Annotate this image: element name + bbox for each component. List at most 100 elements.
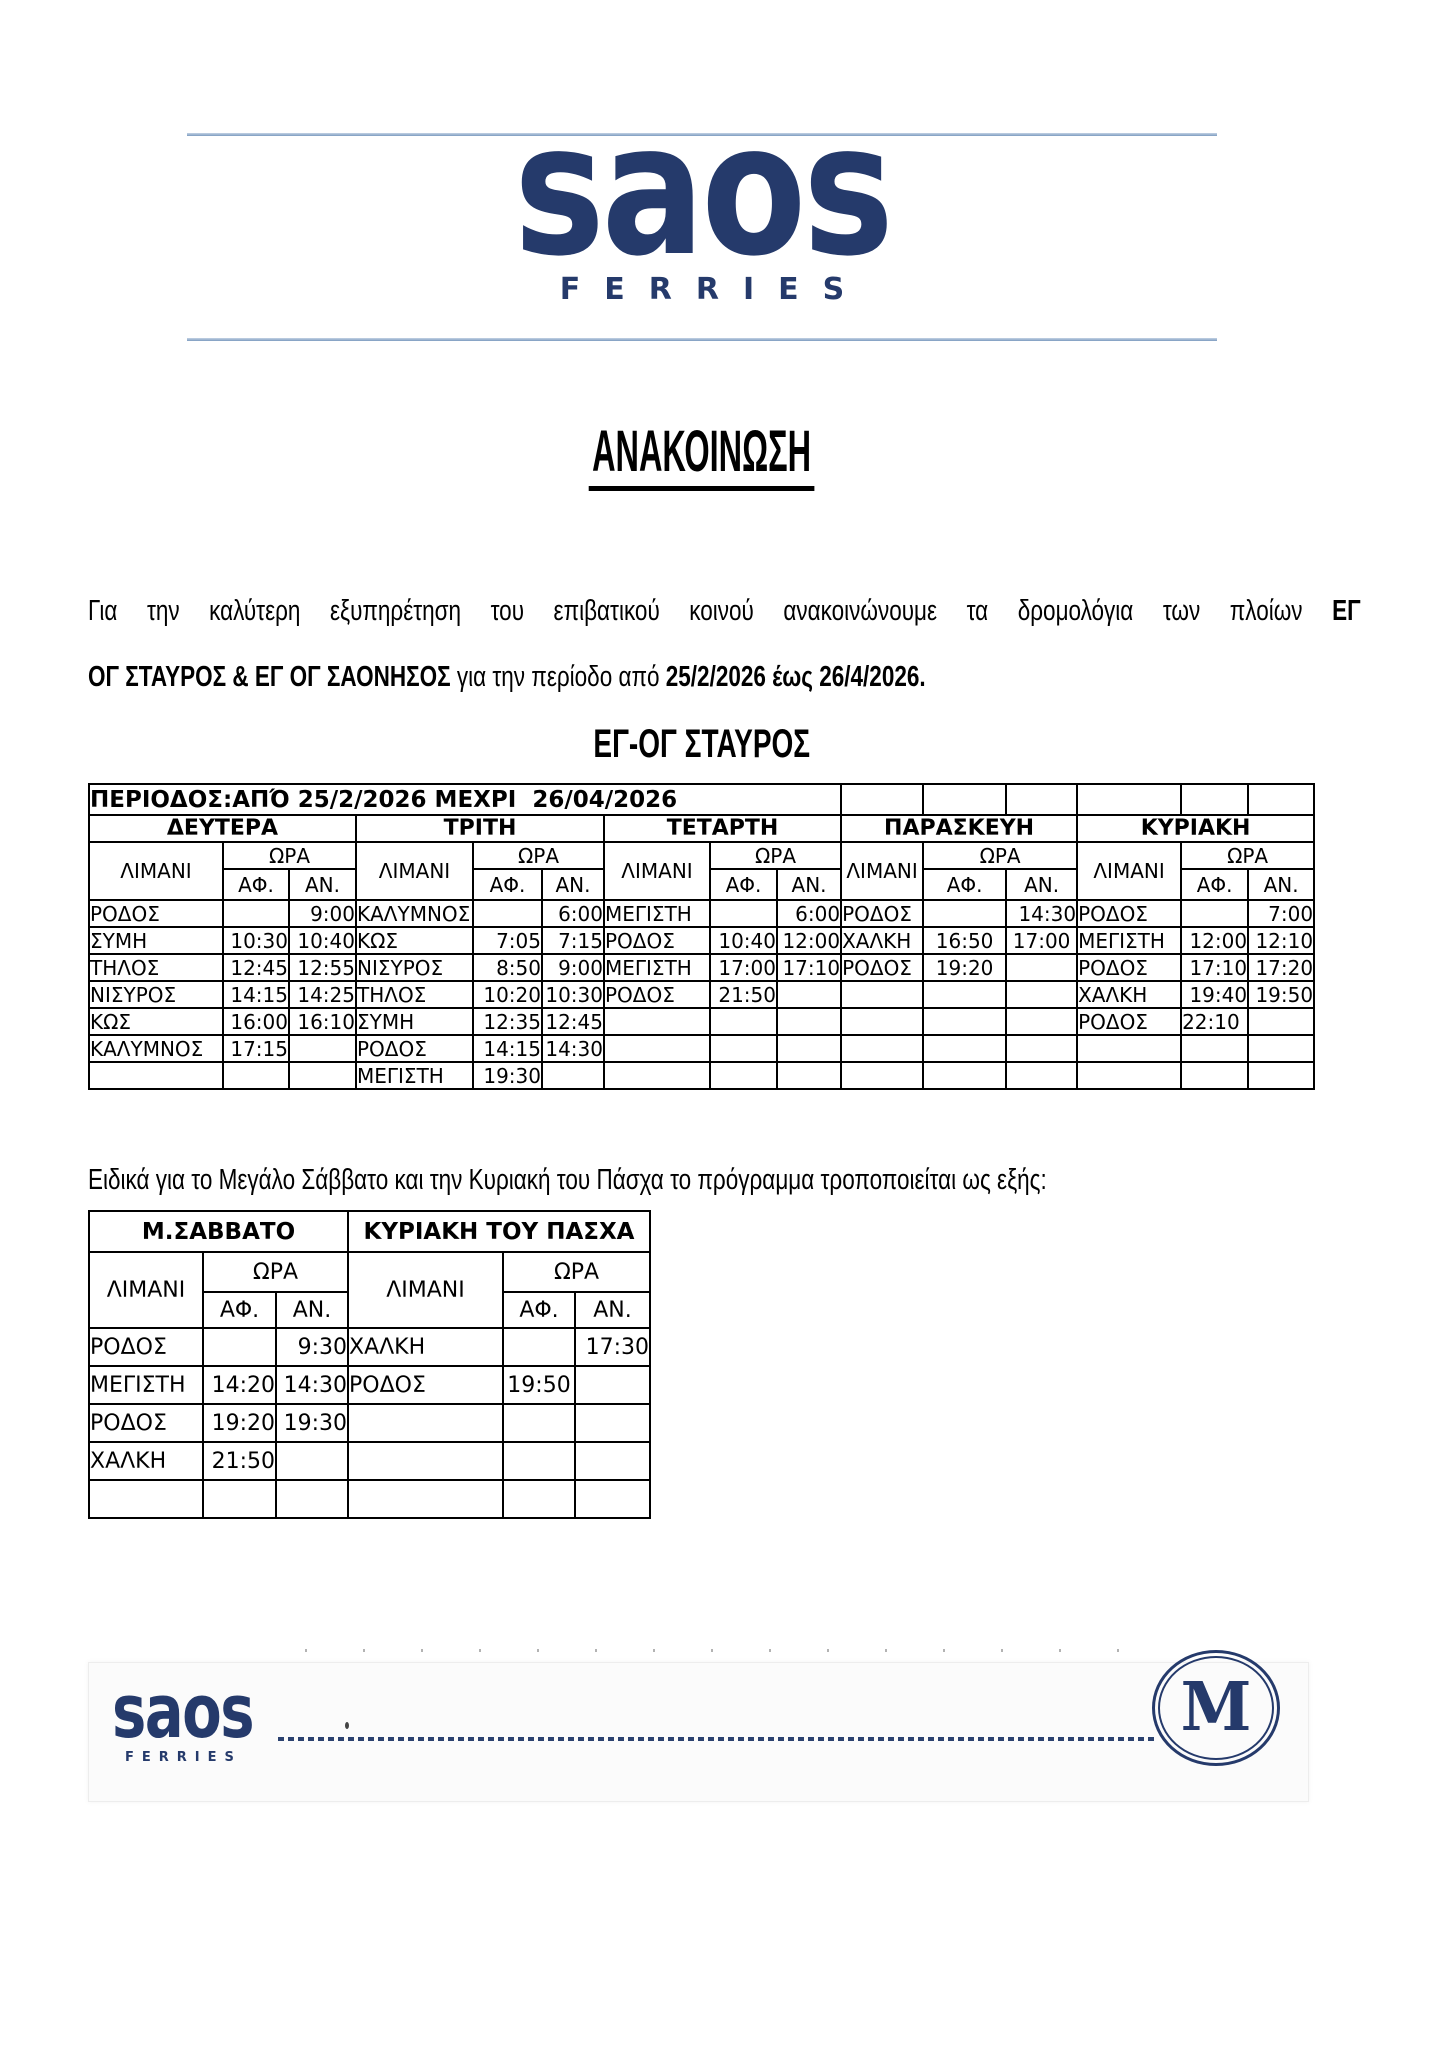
arrival-time-cell: 12:35 [472,1007,543,1036]
time-column-header: ΩΡΑ [501,1251,652,1293]
departure-time-cell: 19:30 [275,1403,349,1443]
time-header-row: ΛΙΜΑΝΙ ΩΡΑ ΛΙΜΑΝΙ ΩΡΑ [88,1251,652,1329]
period-row: ΠΕΡΙΟΔΟΣ:ΑΠΌ 25/2/2026 ΜΕΧΡΙ 26/04/2026 [87,783,1316,816]
arrival-time-cell: 17:00 [709,953,778,982]
time-column-header: ΩΡΑ [472,841,605,870]
day-header: ΚΥΡΙΑΚΗ ΤΟΥ ΠΑΣΧΑ [346,1210,652,1253]
arrival-time-cell: 12:45 [222,953,290,982]
departure-time-cell: 9:00 [541,953,605,982]
departure-time-cell: 10:40 [288,926,357,955]
intro-text: Για την καλύτερη εξυπηρέτηση του επιβατι… [88,595,1333,627]
empty-grid-cell [1005,783,1079,816]
departure-time-cell: 17:30 [573,1327,652,1367]
departure-time-cell: 6:00 [775,899,843,928]
footer-saos-logo-subtext: FERRIES [125,1750,242,1765]
arrival-time-cell: 22:10 [1180,1007,1250,1036]
empty-grid-cell [1247,783,1316,816]
port-cell: ΤΗΛΟΣ [88,953,224,982]
monogram-inner-ring [1158,1656,1274,1760]
arrival-column-header: ΑΦ. [502,1291,576,1329]
departure-time-cell: 10:30 [541,980,605,1009]
arrival-time-cell: 8:50 [472,953,543,982]
arrival-time-cell [922,899,1008,928]
arr-dep-header-row: ΑΦ. ΑΝ. ΑΦ. ΑΝ. [89,1291,652,1329]
port-cell: ΚΩΣ [355,926,474,955]
arrival-time-cell: 21:50 [709,980,778,1009]
arrival-time-cell [709,1007,778,1036]
port-cell [840,1061,925,1090]
departure-column-header: ΑΝ. [1247,868,1316,901]
port-cell: ΧΑΛΚΗ [347,1327,504,1367]
port-cell: ΜΕΓΙΣΤΗ [603,953,711,982]
port-cell: ΡΟΔΟΣ [1076,953,1183,982]
port-column-header: ΛΙΜΑΝΙ [603,841,711,901]
port-cell: ΡΟΔΟΣ [347,1365,504,1405]
port-cell [840,1034,925,1063]
arrival-time-cell: 19:50 [502,1365,576,1405]
footer-saos-logo-text: saos [112,1669,255,1755]
departure-time-cell: 14:30 [275,1365,349,1405]
saos-logo: saos [0,99,1404,281]
arrival-column-header: ΑΦ. [222,868,290,901]
day-header-row: ΔΕΥΤΕΡΑ ΤΡΙΤΗ ΤΕΤΑΡΤΗ ΠΑΡΑΣΚΕΥΗ ΚΥΡΙΑΚΗ [88,814,1316,843]
departure-column-header: ΑΝ. [288,868,357,901]
departure-column-header: ΑΝ. [1005,868,1079,901]
monogram-letter: M [1180,1668,1252,1747]
departure-time-cell: 7:00 [1247,899,1316,928]
departure-time-cell [1005,953,1079,982]
departure-time-cell: 12:45 [541,1007,605,1036]
port-cell [1076,1061,1183,1090]
ship-title: ΕΓ-ΟΓ ΣΤΑΥΡΟΣ [593,722,811,766]
arr-dep-header-row: ΑΦ. ΑΝ. ΑΦ. ΑΝ. ΑΦ. ΑΝ. ΑΦ. ΑΝ. ΑΦ. ΑΝ. [89,868,1316,901]
arrival-time-cell: 17:15 [222,1034,290,1063]
schedule-row: ΚΩΣ 16:00 16:10 ΣΥΜΗ 12:35 12:45 ΡΟΔΟΣ 22:10 [88,1007,1316,1036]
day-header: ΔΕΥΤΕΡΑ [88,814,357,843]
footer-strip [88,1662,1309,1802]
arrival-column-header: ΑΦ. [922,868,1008,901]
arrival-time-cell: 7:05 [472,926,543,955]
port-cell: ΜΕΓΙΣΤΗ [603,899,711,928]
schedule-row: ΡΟΔΟΣ 9:00 ΚΑΛΥΜΝΟΣ 6:00 ΜΕΓΙΣΤΗ 6:00 ΡΟΔΟΣ 14:… [88,899,1316,928]
departure-time-cell [775,980,843,1009]
port-cell: ΣΥΜΗ [88,926,224,955]
empty-grid-cell [922,783,1008,816]
schedule-row: ΡΟΔΟΣ 19:20 19:30 [88,1403,652,1443]
departure-time-cell [1005,1007,1079,1036]
port-cell [88,1061,224,1090]
arrival-time-cell: 19:40 [1180,980,1250,1009]
arrival-time-cell: 17:10 [1180,953,1250,982]
arrival-time-cell [502,1327,576,1367]
arrival-time-cell: 16:50 [922,926,1008,955]
intro-line-2: ΟΓ ΣΤΑΥΡΟΣ & ΕΓ ΟΓ ΣΑΟΝΗΣΟΣ για την περί… [88,644,1361,710]
port-column-header: ΛΙΜΑΝΙ [88,841,224,901]
intro-text: για την περίοδο από [450,661,666,693]
arrival-time-cell [502,1403,576,1443]
departure-time-cell [573,1403,652,1443]
arrival-time-cell [222,899,290,928]
saos-logo-text: saos [513,84,894,296]
arrival-time-cell: 19:20 [922,953,1008,982]
departure-time-cell [775,1034,843,1063]
arrival-column-header: ΑΦ. [472,868,543,901]
departure-time-cell [1247,1034,1316,1063]
departure-time-cell: 17:00 [1005,926,1079,955]
time-column-header: ΩΡΑ [202,1251,349,1293]
departure-time-cell: 12:00 [775,926,843,955]
departure-time-cell [275,1479,349,1519]
departure-time-cell: 9:00 [288,899,357,928]
departure-column-header: ΑΝ. [275,1291,349,1329]
port-cell: ΝΙΣΥΡΟΣ [88,980,224,1009]
departure-time-cell: 12:10 [1247,926,1316,955]
port-cell: ΜΕΓΙΣΤΗ [1076,926,1183,955]
intro-text: 25/2/2026 έως 26/4/2026. [665,661,926,693]
monogram-logo: M [1152,1650,1280,1766]
day-header: ΚΥΡΙΑΚΗ [1076,814,1316,843]
departure-column-header: ΑΝ. [541,868,605,901]
port-column-header: ΛΙΜΑΝΙ [355,841,474,901]
easter-schedule-table: Μ.ΣΑΒΒΑΤΟ ΚΥΡΙΑΚΗ ΤΟΥ ΠΑΣΧΑ ΛΙΜΑΝΙ ΩΡΑ ΛΙΜΑΝ… [88,1210,652,1519]
port-cell: ΜΕΓΙΣΤΗ [88,1365,204,1405]
port-cell [347,1403,504,1443]
time-column-header: ΩΡΑ [708,841,843,870]
departure-column-header: ΑΝ. [775,868,843,901]
